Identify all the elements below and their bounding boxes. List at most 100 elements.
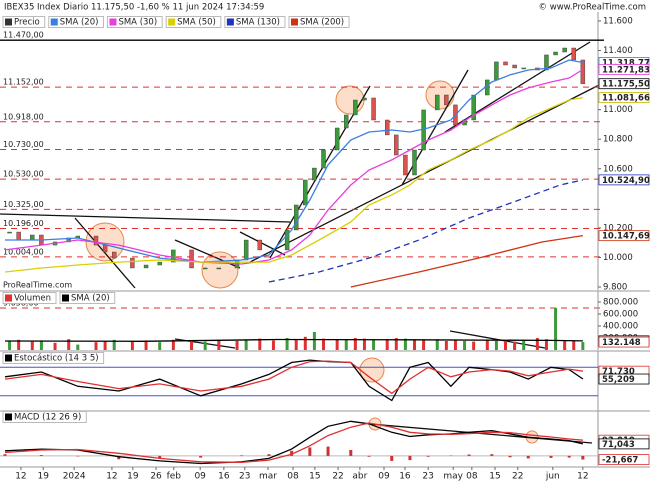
series-line <box>4 338 583 342</box>
legend-item: SMA (20) <box>59 292 116 304</box>
value-box <box>598 230 650 242</box>
x-tick-label: 16 <box>399 472 411 482</box>
x-tick-label: 26 <box>150 472 162 482</box>
trendline <box>74 217 136 289</box>
legend-item: MACD (12 26 9) <box>2 411 87 423</box>
value-box-label: 11.318,77 <box>602 59 650 69</box>
series-line <box>4 68 584 265</box>
legend-label: SMA (50) <box>177 18 216 28</box>
legend-item: SMA (30) <box>106 16 163 28</box>
x-tick-label: 08 <box>287 472 299 482</box>
candle <box>30 234 35 241</box>
legend-label: MACD (12 26 9) <box>14 413 81 423</box>
histogram-bar <box>367 455 371 457</box>
legend-item: SMA (50) <box>165 16 222 28</box>
volume-bar <box>322 338 325 350</box>
candle <box>294 204 299 231</box>
legend-box <box>224 16 286 28</box>
volume-bar <box>362 338 366 350</box>
legend-box <box>288 16 350 28</box>
candle <box>494 61 499 81</box>
volume-bar <box>271 340 275 350</box>
candle <box>444 94 449 106</box>
legend-box <box>106 16 163 28</box>
legend-label: SMA (200) <box>300 18 344 28</box>
trendline <box>249 81 606 263</box>
legend-box <box>59 292 116 304</box>
histogram-bar <box>426 455 430 457</box>
candle <box>334 127 340 151</box>
legend-swatch <box>290 18 298 26</box>
volume-bar <box>335 339 339 350</box>
highlight <box>201 251 239 289</box>
volume-bar <box>8 341 12 350</box>
legend-item: Estocástico (14 3 5) <box>2 352 105 364</box>
volume-bar <box>67 339 71 350</box>
volume-bar <box>158 342 162 350</box>
legend-swatch <box>5 413 12 421</box>
legend-item: SMA (130) <box>224 16 286 28</box>
legend-item: Precio <box>2 16 46 28</box>
volume-bar <box>385 339 389 350</box>
candle <box>503 61 508 66</box>
histogram-bar <box>549 455 553 458</box>
x-tick-label: 22 <box>332 472 343 482</box>
legend-swatch <box>5 294 12 302</box>
level-label: 10.196,00 <box>3 219 44 228</box>
volume-bar <box>94 342 98 350</box>
y-tick-label: 10.200 <box>603 223 633 233</box>
volume-bar <box>76 344 80 350</box>
volume-bar <box>403 338 407 350</box>
candle <box>403 154 408 176</box>
volume-bar <box>285 338 289 350</box>
y-tick-label: 11.600 <box>603 16 633 26</box>
y-tick-label: 10.600 <box>603 164 633 174</box>
legend-label: SMA (20) <box>71 294 110 304</box>
candle <box>312 167 317 181</box>
volume-bar <box>444 341 448 350</box>
volume-bar <box>522 341 526 350</box>
legend-item: SMA (20) <box>48 16 104 28</box>
level-label: 10.004,00 <box>3 247 44 256</box>
level-label: 10.918,00 <box>3 112 44 121</box>
histogram-bar <box>408 455 412 461</box>
histogram-bar <box>290 450 294 456</box>
volume-bar <box>504 340 507 350</box>
histogram-bar <box>158 455 162 459</box>
value-box-label: 71,043 <box>602 440 635 450</box>
candle <box>562 47 567 53</box>
histogram-bar <box>508 455 512 458</box>
legend-label: Estocástico (14 3 5) <box>14 354 99 364</box>
candle <box>571 47 576 61</box>
histogram-bar <box>3 454 7 456</box>
candle <box>521 67 526 70</box>
legend-box <box>2 411 87 423</box>
histogram-bar <box>76 455 80 457</box>
series-line <box>268 179 584 283</box>
legend-item: SMA (200) <box>288 16 350 28</box>
volume-bar <box>463 341 467 350</box>
y-tick-label: 9.800 <box>603 283 627 293</box>
x-tick-label: jun <box>545 472 560 482</box>
x-tick-label: abr <box>352 472 367 482</box>
value-box-label: 132.148 <box>602 338 641 348</box>
histogram-bar <box>390 455 394 461</box>
highlight <box>425 80 455 110</box>
candle <box>344 114 349 129</box>
trendline <box>449 330 546 349</box>
value-box-label: 11.271,83 <box>602 65 650 75</box>
x-tick-label: 16 <box>218 472 230 482</box>
value-box <box>598 373 650 385</box>
x-tick-label: 12 <box>106 472 117 482</box>
histogram-bar <box>308 447 312 456</box>
y-tick-label: 11.000 <box>603 105 633 115</box>
volume-bar <box>39 340 43 350</box>
level-label: 10.530,00 <box>3 170 44 179</box>
volume-bar <box>572 341 576 350</box>
candle <box>512 64 517 69</box>
histogram-bar <box>467 454 471 456</box>
x-tick-label: 15 <box>489 472 500 482</box>
x-tick-label: 2024 <box>63 472 86 482</box>
candle <box>412 149 417 176</box>
x-tick-label: 23 <box>239 472 250 482</box>
